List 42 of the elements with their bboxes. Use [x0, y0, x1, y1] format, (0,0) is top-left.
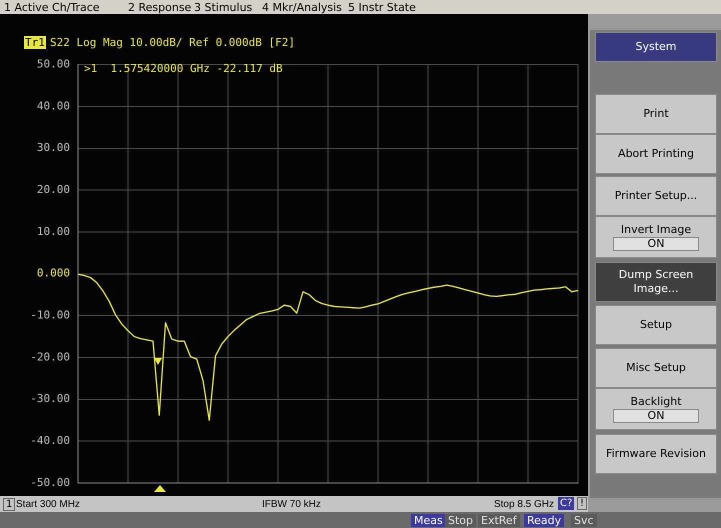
y-tick-label: -40.00	[30, 434, 70, 448]
text: Abort Printing	[595, 134, 717, 174]
text: 1	[3, 498, 16, 511]
y-tick-label: -10.00	[30, 308, 70, 322]
text: Stop 8.5 GHz	[494, 498, 554, 511]
text: Stop	[445, 514, 476, 527]
y-tick-label: 40.00	[36, 99, 70, 112]
y-tick-label: 0.000	[36, 266, 70, 280]
text: 2 Response	[128, 1, 192, 14]
y-tick-label: 30.00	[36, 141, 70, 154]
text: Printer Setup...	[595, 176, 717, 216]
y-tick-label: 10.00	[36, 224, 70, 238]
y-tick-label: -20.00	[30, 350, 70, 364]
text: System	[595, 32, 717, 62]
y-tick-label: -30.00	[30, 392, 70, 406]
text: 3 Stimulus	[194, 1, 252, 14]
text: 1 Active Ch/Trace	[4, 1, 100, 14]
text: Meas	[411, 514, 446, 527]
text: Setup	[595, 305, 717, 345]
text: Ready	[524, 514, 564, 527]
text: IFBW 70 kHz	[262, 498, 321, 511]
y-tick-label: 20.00	[36, 182, 70, 196]
text: Print	[595, 94, 717, 134]
text: Misc Setup	[595, 348, 717, 388]
text: Firmware Revision	[595, 434, 717, 474]
text: 5 Instr State	[348, 1, 416, 14]
text: ON	[613, 237, 699, 251]
text: Tr1	[24, 36, 46, 49]
text: C?	[558, 497, 574, 510]
text: !	[577, 497, 588, 510]
text: Backlight	[630, 395, 682, 408]
text: ON	[613, 409, 699, 423]
y-tick-label: -50.00	[30, 476, 70, 489]
annotation: >1 1.575420000 GHz -22.117 dB	[84, 62, 283, 75]
text: 4 Mkr/Analysis	[262, 1, 342, 14]
chart-title: S22 Log Mag 10.00dB/ Ref 0.000dB [F2]	[50, 36, 296, 49]
text: Invert Image	[620, 223, 692, 236]
text: Dump Screen Image...	[595, 262, 717, 302]
text: Svc	[571, 514, 597, 527]
text: ExtRef	[478, 514, 520, 527]
text: Start 300 MHz	[16, 498, 80, 511]
y-tick-label: 50.00	[36, 57, 70, 70]
